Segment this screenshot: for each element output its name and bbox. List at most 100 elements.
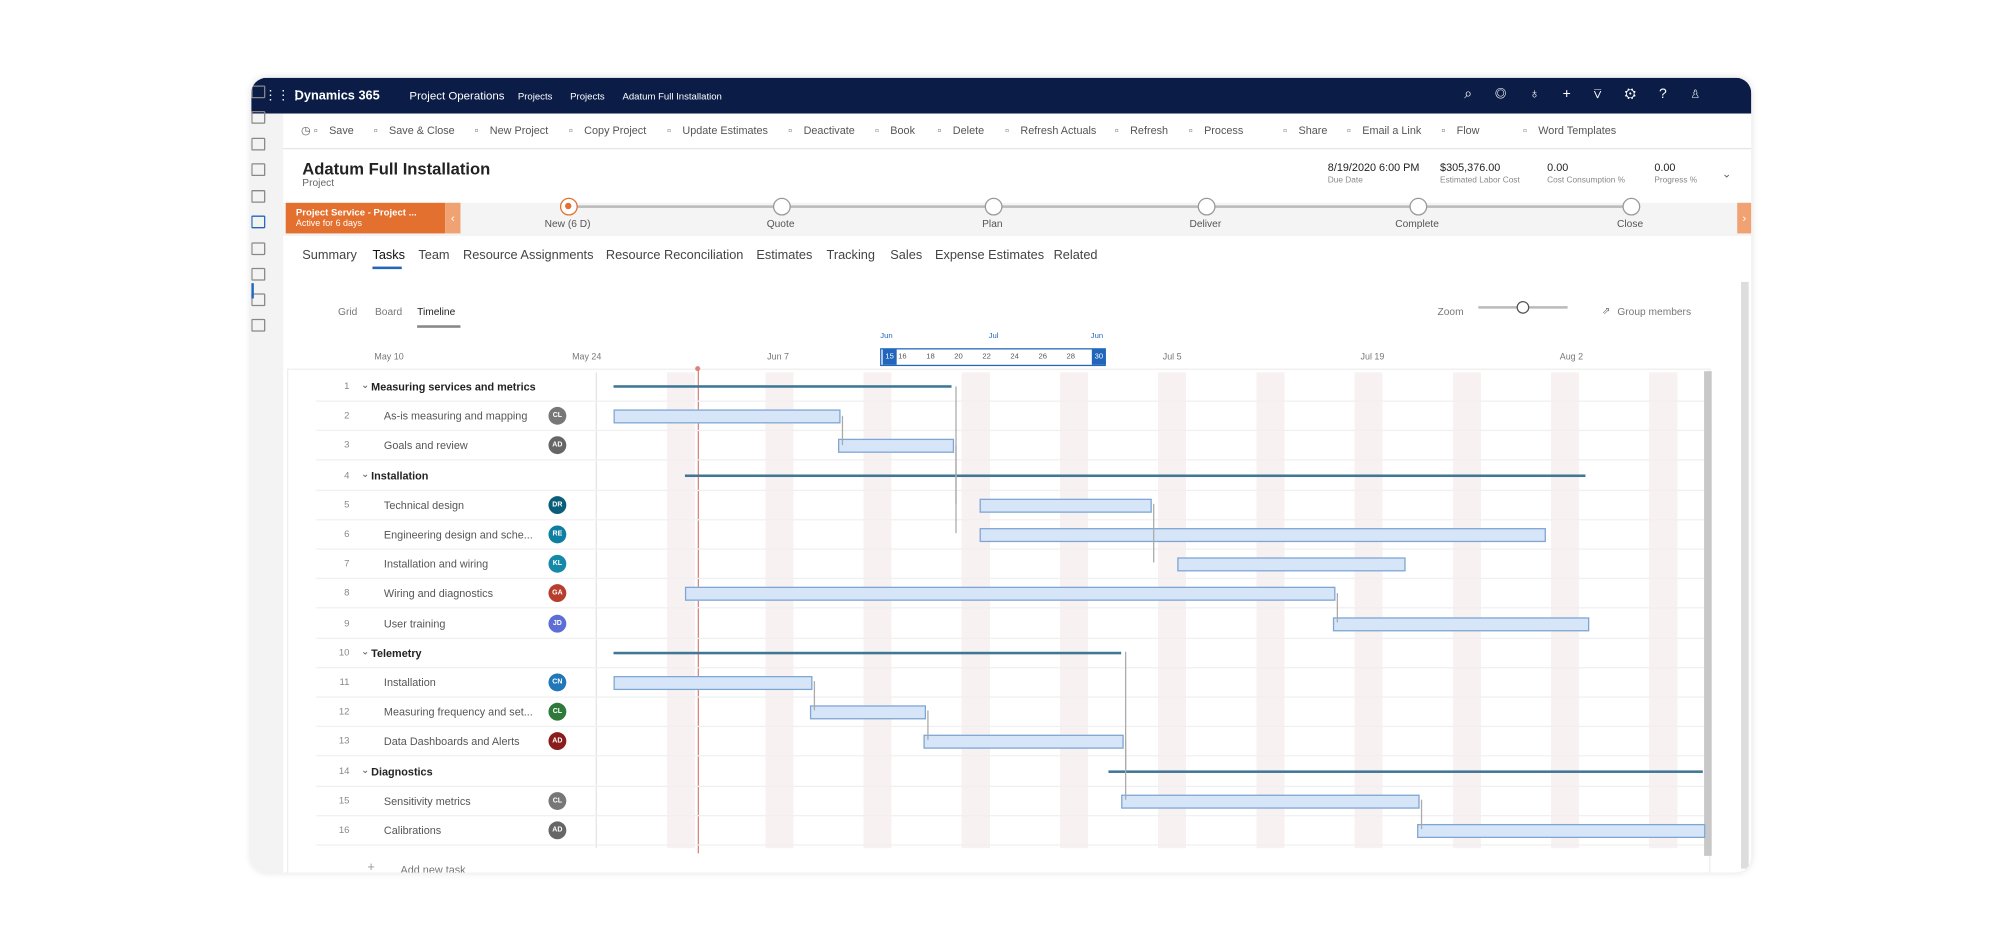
task-name[interactable]: Goals and review xyxy=(383,439,468,453)
process-prev[interactable]: ‹ xyxy=(445,202,461,234)
add-task[interactable]: Add new task xyxy=(400,863,466,873)
tab[interactable]: Related xyxy=(1053,248,1098,263)
task-bar[interactable] xyxy=(613,676,813,691)
waffle-icon[interactable]: ⋮⋮⋮ xyxy=(264,89,303,104)
task-bar[interactable] xyxy=(1332,616,1590,631)
cmd-icon[interactable]: ▫ xyxy=(667,123,671,137)
task-bar[interactable] xyxy=(979,498,1152,513)
summary-task[interactable]: Measuring services and metrics xyxy=(371,380,536,393)
command[interactable]: New Project xyxy=(489,123,549,137)
collapse-icon[interactable]: ⌄ xyxy=(360,645,370,657)
task-bar[interactable] xyxy=(809,705,927,720)
avatar[interactable]: RE xyxy=(548,525,567,544)
avatar[interactable]: JD xyxy=(548,614,567,633)
area-name[interactable]: Project Operations xyxy=(409,89,505,103)
task-bar[interactable] xyxy=(979,528,1546,543)
collapse-icon[interactable]: ⌄ xyxy=(360,763,370,775)
tab[interactable]: Sales xyxy=(890,248,923,263)
avatar[interactable]: AD xyxy=(548,821,567,840)
command[interactable]: Process xyxy=(1204,123,1244,137)
task-name[interactable]: Installation and wiring xyxy=(383,557,489,571)
tab[interactable]: Team xyxy=(418,248,450,263)
page-scrollbar[interactable] xyxy=(1741,281,1749,869)
tab[interactable]: Tracking xyxy=(826,248,875,263)
avatar[interactable]: AD xyxy=(548,732,567,751)
cmd-icon[interactable]: ▫ xyxy=(788,123,793,137)
tab[interactable]: Estimates xyxy=(756,248,813,263)
task-name[interactable]: Calibrations xyxy=(383,823,442,837)
avatar[interactable]: GA xyxy=(548,584,567,603)
task-bar[interactable] xyxy=(613,409,841,424)
tab[interactable]: Tasks xyxy=(372,248,406,263)
avatar[interactable]: CL xyxy=(548,791,567,810)
task-bar[interactable] xyxy=(684,587,1336,602)
task-bar[interactable] xyxy=(1417,823,1706,839)
app-name[interactable]: Dynamics 365 xyxy=(294,89,380,104)
cmd-icon[interactable]: ▫ xyxy=(1522,123,1527,137)
view-tab[interactable]: Grid xyxy=(338,306,358,318)
task-name[interactable]: Measuring frequency and set... xyxy=(383,705,533,719)
task-name[interactable]: Data Dashboards and Alerts xyxy=(383,735,520,748)
task-name[interactable]: User training xyxy=(383,616,446,630)
command[interactable]: Share xyxy=(1298,123,1328,137)
command[interactable]: Save xyxy=(329,123,354,137)
cmd-icon[interactable]: ▫ xyxy=(937,123,942,137)
crumb[interactable]: Projects xyxy=(570,90,605,103)
command[interactable]: Word Templates xyxy=(1538,123,1617,137)
stage-dot[interactable] xyxy=(1409,197,1428,216)
task-name[interactable]: Technical design xyxy=(383,498,465,512)
task-bar[interactable] xyxy=(1121,794,1420,809)
stage-dot[interactable] xyxy=(984,197,1003,216)
avatar[interactable]: KL xyxy=(548,555,567,573)
add-icon[interactable]: + xyxy=(367,860,375,873)
stage-dot[interactable] xyxy=(1197,197,1216,216)
avatar[interactable]: AD xyxy=(548,436,567,455)
cmd-icon[interactable]: ▫ xyxy=(474,123,479,137)
summary-task[interactable]: Installation xyxy=(371,468,429,482)
collapse-icon[interactable]: ⌄ xyxy=(360,378,370,391)
scrollbar[interactable] xyxy=(1704,371,1712,856)
cmd-icon[interactable]: ▫ xyxy=(1346,123,1351,137)
avatar[interactable]: DR xyxy=(548,495,567,514)
stage-dot[interactable] xyxy=(772,197,791,216)
command[interactable]: Refresh xyxy=(1130,123,1169,137)
cmd-icon[interactable]: ◷ xyxy=(301,123,311,137)
task-name[interactable]: Wiring and diagnostics xyxy=(383,587,494,600)
cmd-icon[interactable]: ▫ xyxy=(373,123,378,137)
command[interactable]: Delete xyxy=(952,123,985,137)
crumb[interactable]: Projects xyxy=(517,90,553,103)
command[interactable]: Book xyxy=(890,123,916,137)
task-bar[interactable] xyxy=(838,439,955,454)
cmd-icon[interactable]: ▫ xyxy=(1005,123,1009,137)
tab[interactable]: Expense Estimates xyxy=(934,248,1045,263)
cmd-icon[interactable]: ▫ xyxy=(1188,123,1193,137)
cmd-icon[interactable]: ▫ xyxy=(1441,123,1446,137)
cmd-icon[interactable]: ▫ xyxy=(568,123,573,137)
nav-icons[interactable]: ⌕◎♁+⊽⚙?♙ xyxy=(1464,86,1724,103)
avatar[interactable]: CL xyxy=(548,703,567,721)
cmd-icon[interactable]: ▫ xyxy=(1283,123,1287,137)
collapse-icon[interactable]: ⌄ xyxy=(360,467,370,480)
task-name[interactable]: Installation xyxy=(383,676,436,689)
task-name[interactable]: As-is measuring and mapping xyxy=(383,409,528,423)
avatar[interactable]: CL xyxy=(548,407,567,425)
task-bar[interactable] xyxy=(1177,557,1406,572)
stage-dot[interactable] xyxy=(1622,197,1641,216)
command[interactable]: Copy Project xyxy=(584,123,647,137)
task-name[interactable]: Sensitivity metrics xyxy=(383,794,471,808)
summary-task[interactable]: Diagnostics xyxy=(371,764,433,778)
command[interactable]: Deactivate xyxy=(803,123,855,137)
command[interactable]: Email a Link xyxy=(1362,123,1422,137)
zoom-thumb[interactable] xyxy=(1516,301,1530,314)
command[interactable]: Save & Close xyxy=(389,123,455,137)
tab[interactable]: Summary xyxy=(302,248,357,263)
command[interactable]: Flow xyxy=(1456,123,1480,137)
process-next[interactable]: › xyxy=(1737,202,1752,234)
cmd-icon[interactable]: ▫ xyxy=(874,123,879,137)
view-tab[interactable]: Board xyxy=(374,306,403,318)
command[interactable]: Update Estimates xyxy=(682,123,768,137)
expand-icon[interactable]: ⌄ xyxy=(1721,167,1732,180)
process-flyout[interactable]: Project Service - Project ... Active for… xyxy=(285,202,446,234)
cmd-icon[interactable]: ▫ xyxy=(1114,123,1119,137)
group-members[interactable]: Group members xyxy=(1617,306,1692,318)
